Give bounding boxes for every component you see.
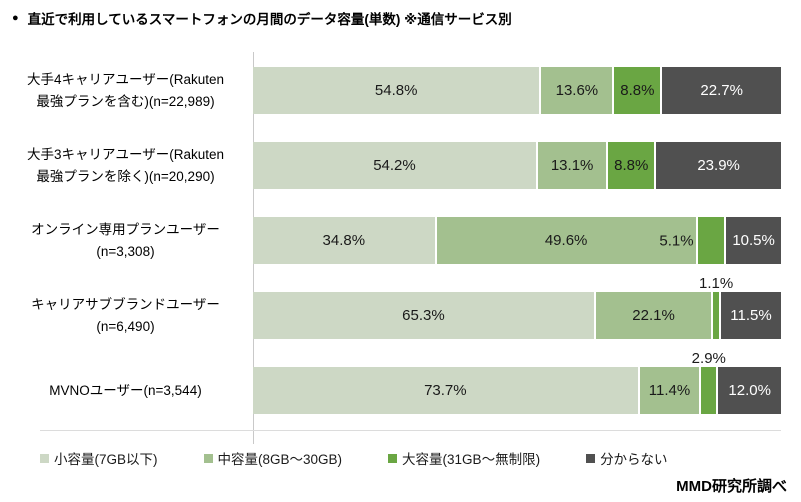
legend-label: 小容量(7GB以下)	[54, 452, 158, 467]
chart-title: ● 直近で利用しているスマートフォンの月間のデータ容量(単数) ※通信サービス別	[12, 8, 793, 28]
source-credit: MMD研究所調べ	[676, 478, 787, 495]
bar-segment: 12.0%	[718, 367, 781, 414]
category-label-line: 大手4キャリアユーザー(Rakuten	[26, 71, 224, 87]
legend: 小容量(7GB以下) 中容量(8GB〜30GB) 大容量(31GB〜無制限) 分からな…	[40, 448, 793, 468]
stacked-bar: 65.3% 22.1% 1.1% 11.5%	[253, 275, 781, 339]
segment-value-label: 22.7%	[700, 82, 743, 99]
bar-segment: 22.1%	[595, 292, 712, 339]
category-label: キャリアサブブランドユーザー (n=6,490)	[0, 294, 253, 337]
stacked-bar: 54.8% 13.6% 8.8% 22.7%	[253, 67, 781, 114]
segment-value-label: 12.0%	[728, 382, 771, 399]
segment-value-label: 8.8%	[614, 157, 649, 174]
bar-segment: 11.4%	[639, 367, 700, 414]
legend-label: 中容量(8GB〜30GB)	[217, 452, 343, 467]
category-label: 大手3キャリアユーザー(Rakuten 最強プランを除く)(n=20,290)	[0, 144, 253, 187]
category-label-line: キャリアサブブランドユーザー	[31, 296, 220, 312]
segment-value-label: 11.4%	[648, 382, 691, 399]
segment-value-label: 1.1%	[698, 275, 734, 292]
category-label-line: MVNOユーザー(n=3,544)	[49, 382, 202, 398]
stacked-bar: 54.2% 13.1% 8.8% 23.9%	[253, 142, 781, 189]
category-label: 大手4キャリアユーザー(Rakuten 最強プランを含む)(n=22,989)	[0, 69, 253, 112]
segment-value-label: 34.8%	[322, 232, 366, 249]
bar-segment: 13.6%	[541, 67, 613, 114]
segment-value-label: 10.5%	[732, 232, 775, 249]
bullet-icon: ●	[12, 11, 19, 24]
bar-segment: 10.5%	[726, 217, 782, 264]
bar-segment: 2.9%	[692, 350, 726, 414]
segment-value-label: 8.8%	[620, 82, 655, 99]
legend-swatch-icon	[203, 453, 213, 463]
chart-row: MVNOユーザー(n=3,544) 73.7% 11.4% 2.9% 12.0%	[0, 350, 801, 428]
bar-segment: 65.3%	[253, 292, 594, 339]
stacked-bar: 34.8% 49.6% 5.1% 10.5%	[253, 217, 782, 264]
legend-item: 中容量(8GB〜30GB)	[203, 448, 343, 468]
legend-item: 小容量(7GB以下)	[40, 448, 158, 468]
legend-swatch-icon	[40, 453, 49, 463]
bar-segment: 73.7%	[253, 367, 638, 414]
segment-value-label: 5.1%	[659, 232, 694, 249]
chart-row: 大手3キャリアユーザー(Rakuten 最強プランを除く)(n=20,290) 54…	[0, 128, 801, 203]
bar-segment: 8.8%	[614, 67, 661, 114]
legend-swatch-icon	[586, 453, 596, 463]
category-label-line: 最強プランを除く)(n=20,290)	[36, 168, 215, 184]
chart-row: 大手4キャリアユーザー(Rakuten 最強プランを含む)(n=22,989) 54…	[0, 53, 801, 128]
chart-row: オンライン専用プランユーザー (n=3,308) 34.8% 49.6% 5.1% 10.…	[0, 203, 801, 278]
x-axis-baseline	[40, 430, 781, 431]
chart-row: キャリアサブブランドユーザー (n=6,490) 65.3% 22.1% 1.1% 11.…	[0, 275, 801, 353]
legend-label: 分からない	[600, 452, 668, 467]
category-label-line: (n=3,308)	[96, 243, 155, 259]
segment-value-label: 13.1%	[550, 157, 594, 174]
stacked-bar: 73.7% 11.4% 2.9% 12.0%	[253, 350, 781, 414]
category-label: MVNOユーザー(n=3,544)	[0, 380, 253, 402]
segment-value-label: 54.8%	[374, 82, 418, 99]
segment-value-label: 2.9%	[691, 350, 726, 367]
legend-label: 大容量(31GB〜無制限)	[402, 452, 541, 467]
bar-segment: 22.7%	[662, 67, 781, 114]
segment-value-label: 54.2%	[373, 157, 416, 174]
segment-value-label: 73.7%	[424, 382, 467, 399]
bar-segment: 8.8%	[608, 142, 655, 189]
bar-segment: 23.9%	[656, 142, 781, 189]
bar-segment: 5.1%	[659, 217, 725, 264]
segment-value-label: 65.3%	[402, 307, 445, 324]
segment-value-label: 11.5%	[730, 307, 772, 324]
segment-value-label: 49.6%	[544, 232, 588, 249]
category-label-line: オンライン専用プランユーザー	[31, 221, 220, 237]
legend-item: 大容量(31GB〜無制限)	[388, 448, 540, 468]
segment-value-label: 23.9%	[697, 157, 740, 174]
category-label-line: 大手3キャリアユーザー(Rakuten	[26, 146, 224, 162]
legend-item: 分からない	[586, 448, 668, 468]
bar-segment: 49.6%	[436, 217, 696, 264]
bar-segment: 34.8%	[253, 217, 435, 264]
bar-segment: 11.5%	[720, 292, 781, 339]
stacked-bar-chart: 大手4キャリアユーザー(Rakuten 最強プランを含む)(n=22,989) 54…	[0, 46, 801, 444]
category-label: オンライン専用プランユーザー (n=3,308)	[0, 219, 253, 262]
bar-segment: 54.8%	[253, 67, 540, 114]
bar-segment: 1.1%	[699, 275, 733, 339]
segment-value-label: 13.6%	[555, 82, 599, 99]
segment-value-label: 22.1%	[632, 307, 675, 324]
category-label-line: (n=6,490)	[96, 318, 155, 334]
category-label-line: 最強プランを含む)(n=22,989)	[36, 93, 215, 109]
bar-segment: 54.2%	[253, 142, 536, 189]
chart-title-text: 直近で利用しているスマートフォンの月間のデータ容量(単数) ※通信サービス別	[27, 12, 512, 27]
bar-rows: 大手4キャリアユーザー(Rakuten 最強プランを含む)(n=22,989) 54…	[0, 53, 801, 428]
bar-segment: 13.1%	[537, 142, 607, 189]
legend-swatch-icon	[388, 453, 398, 463]
